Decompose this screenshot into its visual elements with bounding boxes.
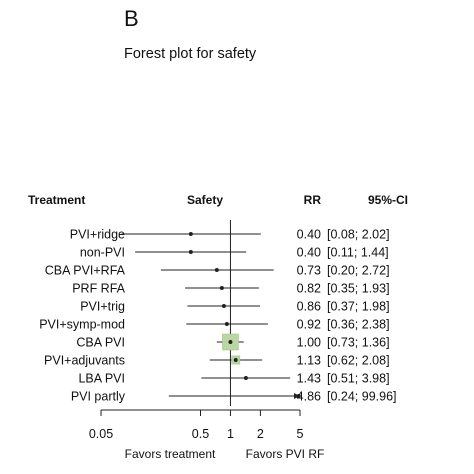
estimate-point — [188, 250, 193, 254]
ci-value: [0.35; 1.93] — [327, 282, 390, 296]
forest-row: CBA PVI+RFA 0.73 [0.20; 2.72] — [45, 264, 390, 278]
ci-value: [0.51; 3.98] — [327, 372, 390, 386]
forest-rows: PVI+ridge 0.40 [0.08; 2.02] non-PVI 0.40 [0.1… — [39, 220, 397, 406]
forest-row: PVI partly 4.86 [0.24; 99.96] — [71, 390, 397, 404]
forest-row: CBA PVI 1.00 [0.73; 1.36] — [76, 333, 390, 351]
rr-value: 1.43 — [297, 372, 321, 386]
favors-right-label: Favors PVI RF — [246, 447, 325, 461]
panel-label: B — [124, 6, 139, 31]
treatment-label: PVI+adjuvants — [44, 354, 125, 368]
ci-value: [0.73; 1.36] — [327, 336, 390, 350]
rr-value: 0.73 — [297, 264, 321, 278]
column-headers: Treatment Safety RR 95%-CI — [28, 193, 408, 207]
estimate-point — [214, 268, 219, 272]
treatment-label: PVI+trig — [80, 300, 125, 314]
forest-row: LBA PVI 1.43 [0.51; 3.98] — [78, 372, 389, 386]
ci-value: [0.20; 2.72] — [327, 264, 390, 278]
estimate-point — [219, 286, 224, 290]
rr-value: 1.00 — [297, 336, 321, 350]
treatment-label: LBA PVI — [78, 372, 125, 386]
forest-row: PVI+ridge 0.40 [0.08; 2.02] — [70, 228, 390, 242]
ci-value: [0.08; 2.02] — [327, 228, 390, 242]
tick-label: 0.5 — [192, 427, 209, 441]
tick-label: 1 — [227, 427, 234, 441]
rr-value: 4.86 — [297, 390, 321, 404]
chart-subtitle: Forest plot for safety — [124, 46, 257, 62]
treatment-label: PRF RFA — [72, 282, 125, 296]
rr-value: 0.40 — [297, 228, 321, 242]
rr-value: 0.86 — [297, 300, 321, 314]
header-rr: RR — [304, 193, 322, 207]
treatment-label: non-PVI — [80, 246, 125, 260]
ci-value: [0.37; 1.98] — [327, 300, 390, 314]
header-treatment: Treatment — [28, 193, 85, 207]
treatment-label: PVI+ridge — [70, 228, 125, 242]
treatment-label: PVI partly — [71, 390, 126, 404]
treatment-label: PVI+symp-mod — [39, 318, 125, 332]
forest-row: PVI+trig 0.86 [0.37; 1.98] — [80, 300, 389, 314]
treatment-label: CBA PVI — [76, 336, 125, 350]
treatment-label: CBA PVI+RFA — [45, 264, 126, 278]
estimate-point — [188, 232, 193, 236]
rr-value: 0.82 — [297, 282, 321, 296]
ci-value: [0.24; 99.96] — [327, 390, 397, 404]
favors-left-label: Favors treatment — [125, 447, 216, 461]
rr-value: 1.13 — [297, 354, 321, 368]
rr-value: 0.40 — [297, 246, 321, 260]
estimate-point — [224, 322, 229, 326]
favors-labels: Favors treatment Favors PVI RF — [125, 447, 325, 461]
rr-value: 0.92 — [297, 318, 321, 332]
forest-row: PVI+adjuvants 1.13 [0.62; 2.08] — [44, 354, 390, 368]
estimate-point — [228, 340, 233, 344]
forest-row: PRF RFA 0.82 [0.35; 1.93] — [72, 282, 389, 296]
tick-label: 0.05 — [89, 427, 113, 441]
tick-label: 2 — [257, 427, 264, 441]
estimate-point — [243, 376, 248, 380]
forest-row: PVI+symp-mod 0.92 [0.36; 2.38] — [39, 318, 389, 332]
ci-value: [0.62; 2.08] — [327, 354, 390, 368]
tick-label: 5 — [297, 427, 304, 441]
ci-value: [0.36; 2.38] — [327, 318, 390, 332]
forest-row: non-PVI 0.40 [0.11; 1.44] — [80, 246, 389, 260]
estimate-point — [233, 358, 238, 362]
header-safety: Safety — [187, 193, 223, 207]
estimate-point — [296, 394, 301, 398]
header-ci: 95%-CI — [368, 193, 408, 207]
ci-value: [0.11; 1.44] — [327, 246, 389, 260]
estimate-point — [221, 304, 226, 308]
x-axis: 0.05 0.5 1 2 5 — [89, 409, 304, 441]
